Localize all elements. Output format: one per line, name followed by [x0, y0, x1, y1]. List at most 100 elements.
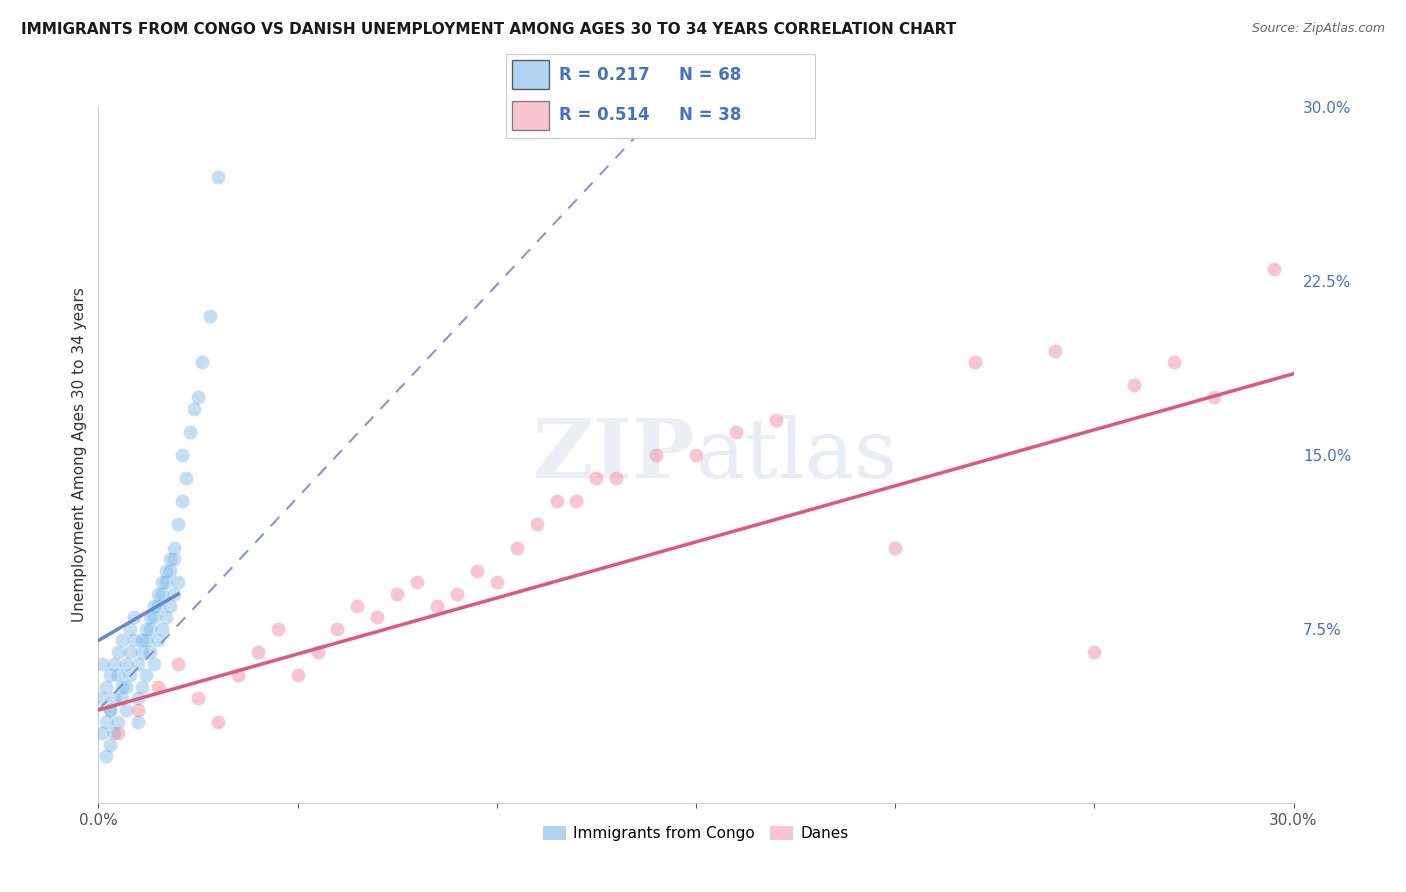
Point	[107, 714, 129, 729]
FancyBboxPatch shape	[512, 61, 550, 89]
Text: R = 0.514: R = 0.514	[558, 106, 650, 124]
Point	[346, 599, 368, 613]
Point	[198, 309, 221, 323]
Point	[148, 587, 170, 601]
Point	[163, 552, 186, 566]
Text: IMMIGRANTS FROM CONGO VS DANISH UNEMPLOYMENT AMONG AGES 30 TO 34 YEARS CORRELATI: IMMIGRANTS FROM CONGO VS DANISH UNEMPLOY…	[21, 22, 956, 37]
Point	[139, 645, 162, 659]
Point	[163, 587, 186, 601]
Point	[135, 668, 157, 682]
Point	[207, 169, 229, 184]
Point	[155, 575, 177, 590]
Point	[1043, 343, 1066, 358]
Point	[287, 668, 309, 682]
Point	[174, 471, 197, 485]
Point	[143, 657, 166, 671]
Point	[187, 390, 209, 404]
Point	[120, 645, 142, 659]
Point	[167, 575, 190, 590]
Point	[179, 425, 201, 439]
Point	[191, 355, 214, 369]
Point	[127, 691, 149, 706]
Point	[207, 714, 229, 729]
Point	[565, 494, 588, 508]
Point	[148, 680, 170, 694]
Text: atlas: atlas	[696, 415, 898, 495]
Point	[96, 680, 118, 694]
Point	[385, 587, 409, 601]
Point	[724, 425, 747, 439]
Point	[96, 749, 118, 764]
Point	[446, 587, 468, 601]
Point	[485, 575, 508, 590]
Point	[131, 633, 153, 648]
Point	[226, 668, 249, 682]
Point	[172, 494, 194, 508]
Point	[135, 622, 157, 636]
Point	[159, 564, 181, 578]
Text: N = 38: N = 38	[679, 106, 742, 124]
Point	[120, 622, 142, 636]
Point	[187, 691, 209, 706]
Point	[172, 448, 194, 462]
Point	[98, 738, 122, 752]
Point	[103, 657, 125, 671]
Point	[131, 680, 153, 694]
Point	[91, 691, 114, 706]
Point	[426, 599, 449, 613]
Point	[526, 517, 548, 532]
Point	[98, 703, 122, 717]
Point	[765, 413, 787, 427]
Point	[1083, 645, 1105, 659]
Point	[103, 726, 125, 740]
Legend: Immigrants from Congo, Danes: Immigrants from Congo, Danes	[537, 820, 855, 847]
Point	[139, 622, 162, 636]
Point	[107, 726, 129, 740]
Point	[143, 599, 166, 613]
Point	[406, 575, 429, 590]
Point	[366, 610, 388, 624]
Point	[167, 517, 190, 532]
Point	[148, 599, 170, 613]
Point	[150, 575, 173, 590]
Point	[111, 691, 134, 706]
Point	[605, 471, 627, 485]
Point	[183, 401, 205, 416]
Point	[150, 622, 173, 636]
Point	[127, 657, 149, 671]
Point	[246, 645, 269, 659]
Point	[127, 714, 149, 729]
Text: ZIP: ZIP	[533, 415, 696, 495]
Point	[685, 448, 707, 462]
Point	[326, 622, 349, 636]
Point	[167, 657, 190, 671]
Point	[98, 668, 122, 682]
Point	[115, 657, 138, 671]
Point	[465, 564, 488, 578]
Point	[963, 355, 986, 369]
Point	[107, 668, 129, 682]
Point	[135, 633, 157, 648]
Point	[1202, 390, 1225, 404]
Point	[155, 610, 177, 624]
Point	[1123, 378, 1146, 392]
FancyBboxPatch shape	[512, 101, 550, 130]
Point	[884, 541, 907, 555]
Point	[645, 448, 668, 462]
Point	[155, 564, 177, 578]
Point	[103, 691, 125, 706]
Text: N = 68: N = 68	[679, 66, 741, 84]
Point	[115, 703, 138, 717]
Point	[506, 541, 529, 555]
Point	[159, 552, 181, 566]
Point	[163, 541, 186, 555]
Point	[139, 610, 162, 624]
Point	[98, 703, 122, 717]
Point	[120, 668, 142, 682]
Point	[1163, 355, 1185, 369]
Point	[91, 657, 114, 671]
Point	[159, 599, 181, 613]
Point	[267, 622, 290, 636]
Text: Source: ZipAtlas.com: Source: ZipAtlas.com	[1251, 22, 1385, 36]
Point	[143, 610, 166, 624]
